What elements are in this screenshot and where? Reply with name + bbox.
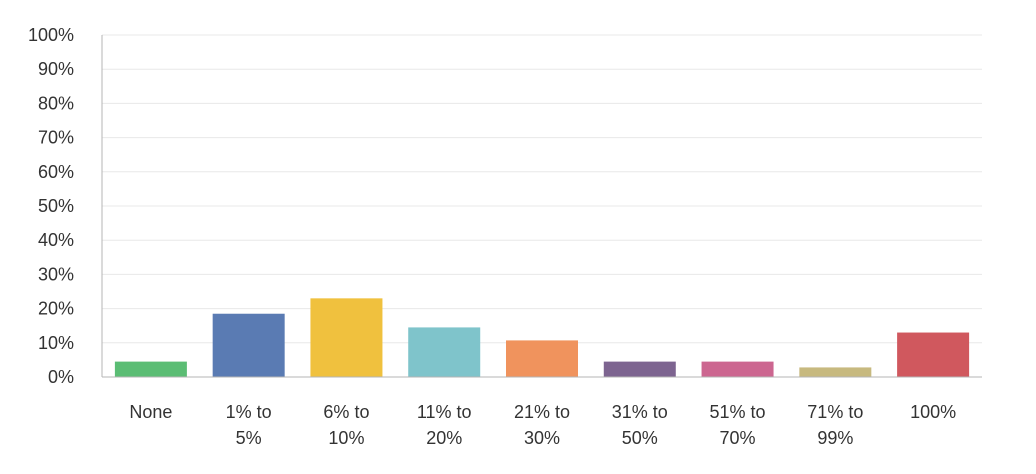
x-category-label-line: 100% bbox=[910, 402, 956, 422]
y-tick-label: 20% bbox=[38, 299, 74, 319]
y-tick-label: 80% bbox=[38, 93, 74, 113]
x-category-label-line: 11% to bbox=[417, 402, 472, 422]
bar bbox=[212, 313, 285, 377]
x-category-label-line: 10% bbox=[328, 428, 364, 448]
bar bbox=[799, 367, 872, 377]
x-category-label-line: None bbox=[129, 402, 172, 422]
x-category-label: 51% to 70% bbox=[710, 402, 766, 448]
y-tick-label: 100% bbox=[28, 25, 74, 45]
x-category-label-line: 1% to bbox=[226, 402, 272, 422]
bar bbox=[897, 332, 970, 377]
x-category-label-line: 50% bbox=[622, 428, 658, 448]
x-category-label-line: 99% bbox=[817, 428, 853, 448]
x-category-label: 100% bbox=[910, 402, 956, 422]
y-tick-label: 50% bbox=[38, 196, 74, 216]
y-tick-label: 10% bbox=[38, 333, 74, 353]
y-tick-label: 40% bbox=[38, 230, 74, 250]
bar bbox=[114, 361, 187, 377]
y-tick-label: 70% bbox=[38, 128, 74, 148]
y-tick-label: 0% bbox=[48, 367, 74, 387]
bar bbox=[506, 340, 578, 377]
axes bbox=[101, 35, 982, 378]
bars bbox=[114, 298, 970, 377]
x-category-label-line: 20% bbox=[426, 428, 462, 448]
x-category-label-line: 6% to bbox=[323, 402, 369, 422]
y-axis-tick-labels: 0% 10% 20% 30% 40% 50% 60% 70% 80% 90% 100% bbox=[28, 25, 74, 387]
x-category-label: 31% to 50% bbox=[612, 402, 668, 448]
x-category-label-line: 5% bbox=[236, 428, 262, 448]
x-category-label: None bbox=[129, 402, 172, 422]
y-tick-label: 30% bbox=[38, 264, 74, 284]
x-category-label-line: 71% to bbox=[807, 402, 863, 422]
bar bbox=[701, 361, 774, 377]
x-category-label: 71% to 99% bbox=[807, 402, 863, 448]
x-category-label-line: 21% to bbox=[514, 402, 570, 422]
x-category-label: 11% to 20% bbox=[417, 402, 472, 448]
y-tick-label: 90% bbox=[38, 59, 74, 79]
x-category-label-line: 30% bbox=[524, 428, 560, 448]
x-category-label-line: 70% bbox=[720, 428, 756, 448]
bar bbox=[603, 361, 676, 377]
x-axis-category-labels: None 1% to 5% 6% to 10% 11% to 20% 21% to 30% 31%… bbox=[129, 402, 956, 448]
x-category-label-line: 31% to bbox=[612, 402, 668, 422]
x-category-label-line: 51% to bbox=[710, 402, 766, 422]
bar bbox=[408, 327, 481, 377]
gridlines bbox=[102, 34, 982, 344]
x-category-label: 21% to 30% bbox=[514, 402, 570, 448]
x-category-label: 1% to 5% bbox=[226, 402, 272, 448]
y-tick-label: 60% bbox=[38, 162, 74, 182]
bar bbox=[310, 298, 383, 377]
x-category-label: 6% to 10% bbox=[323, 402, 369, 448]
